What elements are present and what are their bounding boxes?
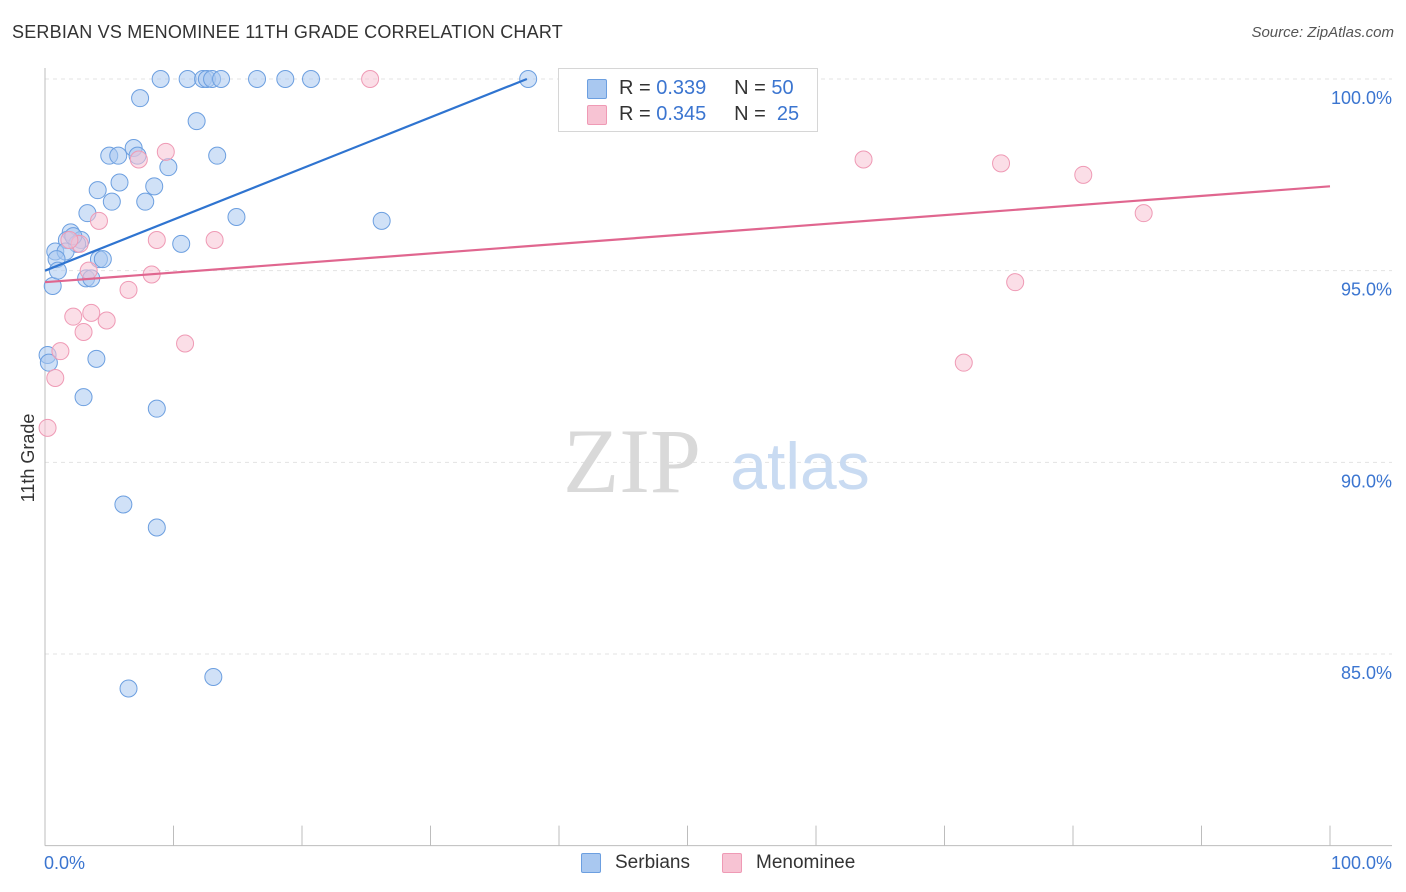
serbians-point [119,679,138,698]
menominee-point [60,231,79,249]
data-points [38,70,1153,698]
source-credit: Source: ZipAtlas.com [1251,24,1394,41]
menominee-point [74,323,93,341]
menominee-point [361,70,380,88]
serbians-point [102,192,121,211]
serbians-point [87,349,106,368]
bottom-legend-label-menominee: Menominee [756,852,856,873]
menominee-point [1134,204,1153,223]
serbians-point [204,668,223,686]
watermark: ZIP atlas [563,410,870,512]
serbians-point [208,146,227,165]
serbians-point [159,158,178,177]
menominee-point [176,334,195,353]
serbians-point [212,70,231,88]
serbians-point [147,399,166,418]
menominee-point [854,150,873,169]
serbians-point [151,70,170,88]
y-tick-label: 100.0% [1331,88,1392,108]
serbians-point [131,89,150,108]
menominee-point [992,154,1011,173]
bottom-legend-swatch-menominee [722,853,742,873]
gridlines [45,78,1392,655]
tick-labels: 100.0% 95.0% 90.0% 85.0% 0.0% 100.0% [44,88,1392,873]
serbians-point [110,173,129,192]
serbians-point [276,70,295,88]
serbians-point [519,70,538,88]
menominee-point [156,142,175,161]
serbians-point [187,112,206,131]
y-axis-label: 11th Grade [18,414,38,503]
legend-swatch-serbians [587,79,607,99]
legend-r-label: R = [619,77,651,99]
watermark-zip: ZIP [563,410,701,512]
serbians-point [88,181,107,200]
serbians-point [39,353,58,372]
y-tick-label: 85.0% [1341,663,1392,683]
menominee-point [64,307,83,326]
x-tick-label: 100.0% [1331,853,1392,873]
legend-n-value-menominee: 25 [776,103,800,125]
serbians-point [93,250,112,269]
serbians-point [227,208,246,226]
serbians-point [136,192,155,211]
legend-n-label: N = [734,77,766,99]
menominee-point [147,231,166,249]
menominee-point [1074,165,1093,184]
menominee-point [205,231,224,249]
serbians-point [145,177,164,196]
serbians-point [248,70,267,88]
serbians-point [172,234,191,253]
menominee-point [51,342,70,361]
legend-n-value-serbians: 50 [771,77,794,99]
serbians-point [147,518,166,537]
menominee-point [46,369,65,387]
watermark-atlas: atlas [730,429,869,503]
legend-r-value-menominee: 0.345 [656,103,707,125]
x-tick-label: 0.0% [44,853,85,873]
serbians-trend-line [44,77,528,272]
stats-legend: R = 0.339 N = 50 R = 0.345 N = 25 [558,68,818,132]
menominee-point [38,418,57,437]
chart-title: SERBIAN VS MENOMINEE 11TH GRADE CORRELAT… [12,22,563,42]
menominee-point [1006,273,1025,292]
menominee-trend-line [44,185,1331,284]
menominee-point [129,150,148,169]
legend-n-label: N = [734,103,766,125]
serbians-point [301,70,320,88]
legend-swatch-menominee [587,105,607,125]
serbians-point [74,388,93,407]
y-tick-label: 90.0% [1341,471,1392,491]
axes [44,68,1392,847]
serbians-point [372,211,391,230]
y-tick-label: 95.0% [1341,280,1392,300]
bottom-legend-swatch-serbians [581,853,601,873]
serbians-point [109,146,128,165]
menominee-point [79,261,98,280]
trend-lines [44,77,1331,284]
menominee-point [82,303,101,322]
serbians-point [114,495,133,514]
menominee-point [89,211,108,230]
menominee-point [119,280,138,299]
legend-r-label: R = [619,103,651,125]
menominee-point [97,311,116,330]
legend-r-value-serbians: 0.339 [656,77,707,99]
bottom-legend-label-serbians: Serbians [615,852,690,873]
serbians-point [178,70,197,88]
menominee-point [954,353,973,372]
